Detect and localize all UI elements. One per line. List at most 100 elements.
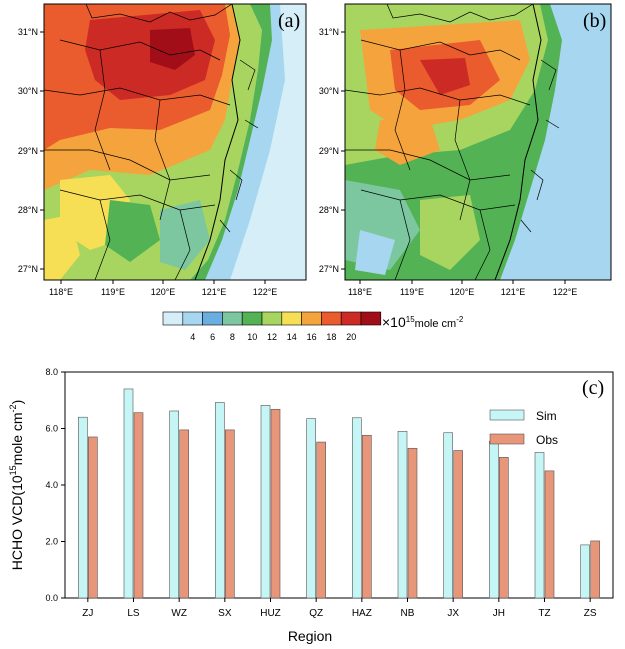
bar-sim — [580, 544, 590, 599]
map-lon-label: 120°E — [151, 287, 176, 297]
map-panel-a: (a) — [43, 3, 307, 281]
panel-label-a: (a) — [278, 10, 300, 32]
y-axis-title: HCHO VCD(1015mole cm-2) — [8, 400, 25, 571]
colorbar-box — [222, 311, 243, 326]
map-lat-label: 30°N — [18, 86, 38, 96]
bar-obs — [88, 436, 98, 599]
map-lon-label: 122°E — [253, 287, 278, 297]
bar-sim — [169, 410, 179, 599]
colorbar-unit: ×1015mole cm-2 — [382, 314, 464, 330]
bar-sim — [78, 416, 88, 599]
map-lat-label: 28°N — [319, 205, 339, 215]
colorbar-tick-label: 6 — [210, 332, 215, 342]
map-lon-label: 122°E — [553, 287, 578, 297]
colorbar-box — [340, 311, 362, 326]
map-lon-label: 121°E — [202, 287, 227, 297]
bar-obs — [225, 429, 235, 599]
map-ticks: 27°N 27°N 28°N 28°N 29°N 29°N 30°N 30°N 31°N 31°N… — [18, 27, 577, 297]
bar-obs — [270, 408, 281, 599]
panel-label-c: (c) — [582, 377, 604, 399]
colorbar-tick-label: 20 — [346, 332, 356, 342]
bar-obs — [407, 447, 418, 599]
bar-sim — [215, 402, 225, 599]
legend-label: Sim — [536, 409, 557, 423]
y-tick-label: 6.0 — [45, 424, 58, 434]
y-tick-label: 4.0 — [45, 480, 58, 490]
y-tick-label: 2.0 — [45, 537, 58, 547]
legend-swatch — [489, 433, 525, 445]
legend: Sim Obs — [489, 409, 558, 447]
colorbar-box — [162, 311, 184, 326]
bar-sim — [306, 418, 316, 599]
map-a-field — [44, 4, 306, 280]
bar-chart: 0.0 2.0 4.0 6.0 8.0 ZJ LS WZ SX HUZ QZ HAZ NB JX JH TZ… — [8, 367, 614, 644]
colorbar-box — [321, 311, 342, 326]
colorbar-box — [261, 311, 283, 326]
map-lat-label: 29°N — [319, 146, 339, 156]
x-tick-label: SX — [218, 608, 232, 619]
bar-obs — [362, 434, 372, 599]
x-tick-label: JX — [447, 608, 459, 619]
bar-sim — [489, 440, 499, 599]
map-lon-label: 121°E — [501, 287, 526, 297]
colorbar-box — [202, 311, 223, 326]
bar-sim — [352, 417, 362, 599]
bar-sim — [260, 405, 271, 599]
legend-label: Obs — [536, 433, 558, 447]
colorbar-tick-label: 10 — [247, 332, 257, 342]
colorbar: 4 6 8 10 12 14 16 18 20 ×1015mole cm-2 — [162, 311, 464, 342]
x-tick-label: NB — [401, 608, 415, 619]
colorbar-box — [281, 311, 302, 326]
x-axis-title: Region — [288, 628, 332, 644]
colorbar-tick-label: 8 — [230, 332, 235, 342]
x-tick-label: HAZ — [352, 608, 372, 619]
x-tick-label: ZJ — [82, 608, 93, 619]
x-tick-label: WZ — [171, 608, 187, 619]
colorbar-tick-label: 4 — [190, 332, 195, 342]
bar-obs — [590, 540, 600, 599]
bar-sim — [397, 431, 408, 599]
map-lat-label: 30°N — [319, 86, 339, 96]
bar-obs — [179, 429, 189, 599]
y-tick-label: 0.0 — [45, 593, 58, 603]
map-lon-label: 119°E — [101, 287, 125, 297]
x-tick-label: QZ — [309, 608, 323, 619]
bar-obs — [316, 441, 326, 599]
bar-obs — [544, 470, 555, 599]
x-tick-label: JH — [493, 608, 505, 619]
colorbar-tick-label: 16 — [307, 332, 317, 342]
colorbar-box — [241, 311, 263, 326]
map-lat-label: 31°N — [18, 27, 38, 37]
map-lat-label: 27°N — [18, 264, 38, 274]
map-b-field — [345, 4, 611, 280]
colorbar-box — [360, 311, 382, 326]
map-lon-label: 119°E — [400, 287, 424, 297]
bar-obs — [453, 450, 463, 599]
colorbar-box — [301, 311, 322, 326]
bar-sim — [123, 388, 134, 599]
y-axis: 0.0 2.0 4.0 6.0 8.0 — [45, 367, 65, 603]
map-lon-label: 118°E — [49, 287, 73, 297]
bars — [78, 388, 600, 599]
bar-sim — [534, 452, 545, 599]
x-tick-label: TZ — [538, 608, 550, 619]
x-tick-label: LS — [127, 608, 140, 619]
colorbar-box — [182, 311, 203, 326]
colorbar-tick-label: 14 — [287, 332, 297, 342]
map-lat-label: 28°N — [18, 205, 38, 215]
x-axis: ZJ LS WZ SX HUZ QZ HAZ NB JX JH TZ ZS — [82, 598, 597, 619]
map-lat-label: 29°N — [18, 146, 38, 156]
map-panel-b: (b) — [344, 3, 612, 281]
colorbar-tick-label: 12 — [267, 332, 277, 342]
x-tick-label: ZS — [584, 608, 597, 619]
x-tick-label: HUZ — [260, 608, 281, 619]
map-lat-label: 27°N — [319, 264, 339, 274]
legend-swatch — [489, 409, 525, 421]
y-tick-label: 8.0 — [45, 367, 58, 377]
bar-obs — [133, 412, 144, 599]
panel-label-b: (b) — [583, 10, 606, 32]
map-lon-label: 118°E — [348, 287, 372, 297]
map-lat-label: 31°N — [319, 27, 339, 37]
bar-obs — [499, 457, 509, 599]
